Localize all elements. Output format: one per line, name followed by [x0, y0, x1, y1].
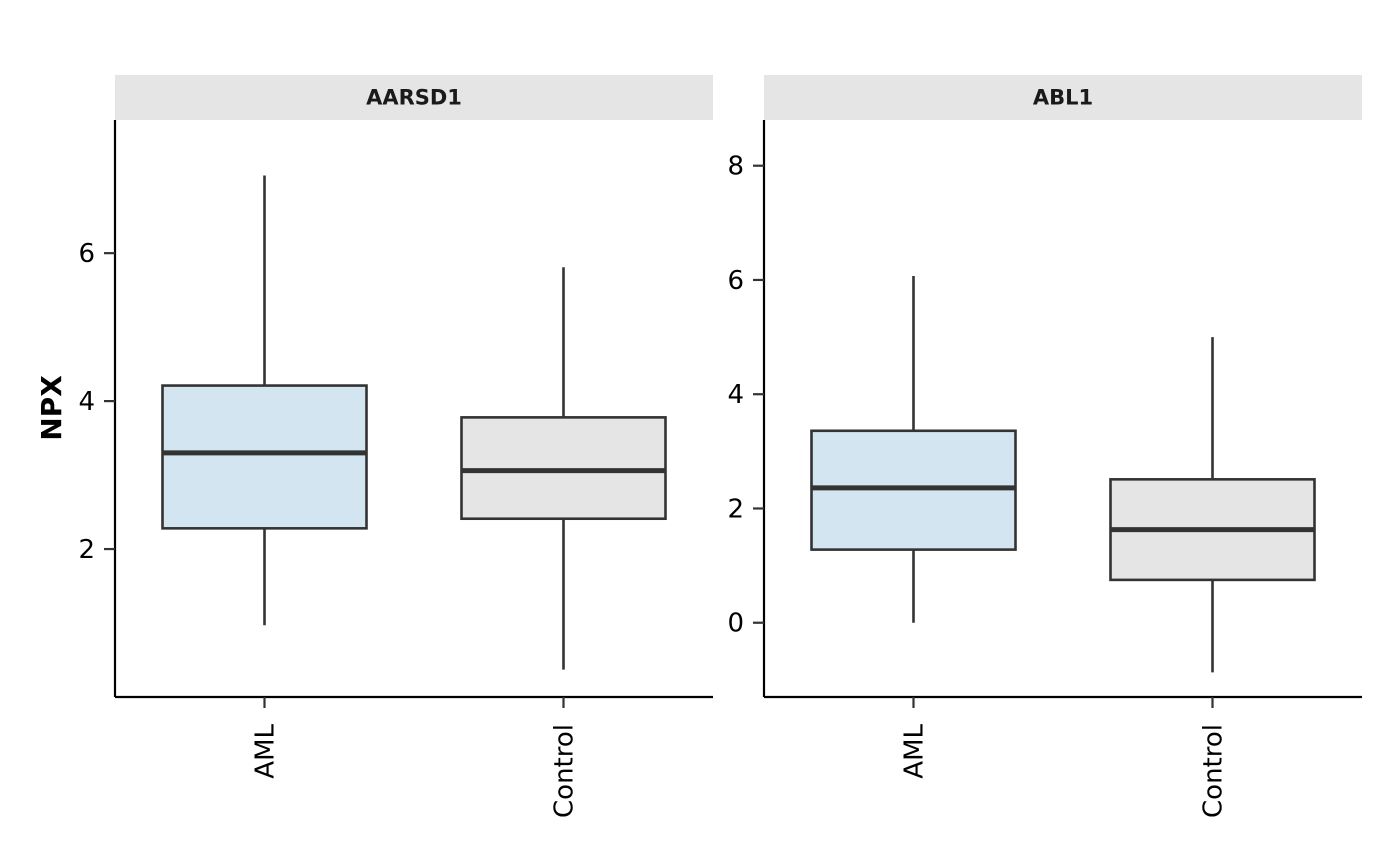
- box-aml: [161, 384, 368, 530]
- facet-panel: ABL1 0 2 4 6 8 AML Control: [727, 75, 1362, 818]
- y-tick-label: 8: [727, 152, 744, 182]
- facet-title: AARSD1: [366, 86, 462, 110]
- y-tick-label: 4: [78, 387, 95, 417]
- facet-title: ABL1: [1033, 86, 1093, 110]
- y-tick-label: 4: [727, 380, 744, 410]
- x-tick-label: Control: [550, 724, 580, 818]
- y-tick-label: 2: [727, 494, 744, 524]
- box-control: [460, 416, 667, 521]
- x-tick-label: AML: [900, 724, 930, 779]
- x-tick-label: AML: [251, 724, 281, 779]
- y-tick-label: 6: [727, 266, 744, 296]
- facet-panel: AARSD1 2 4 6 AML Control: [78, 75, 713, 818]
- y-tick-label: 0: [727, 609, 744, 639]
- facet-strip: [764, 75, 1362, 120]
- y-tick-label: 6: [78, 239, 95, 269]
- y-tick-label: 2: [78, 535, 95, 565]
- y-axis-label: NPX: [35, 375, 68, 441]
- x-tick-label: Control: [1199, 724, 1229, 818]
- facet-strip: [115, 75, 713, 120]
